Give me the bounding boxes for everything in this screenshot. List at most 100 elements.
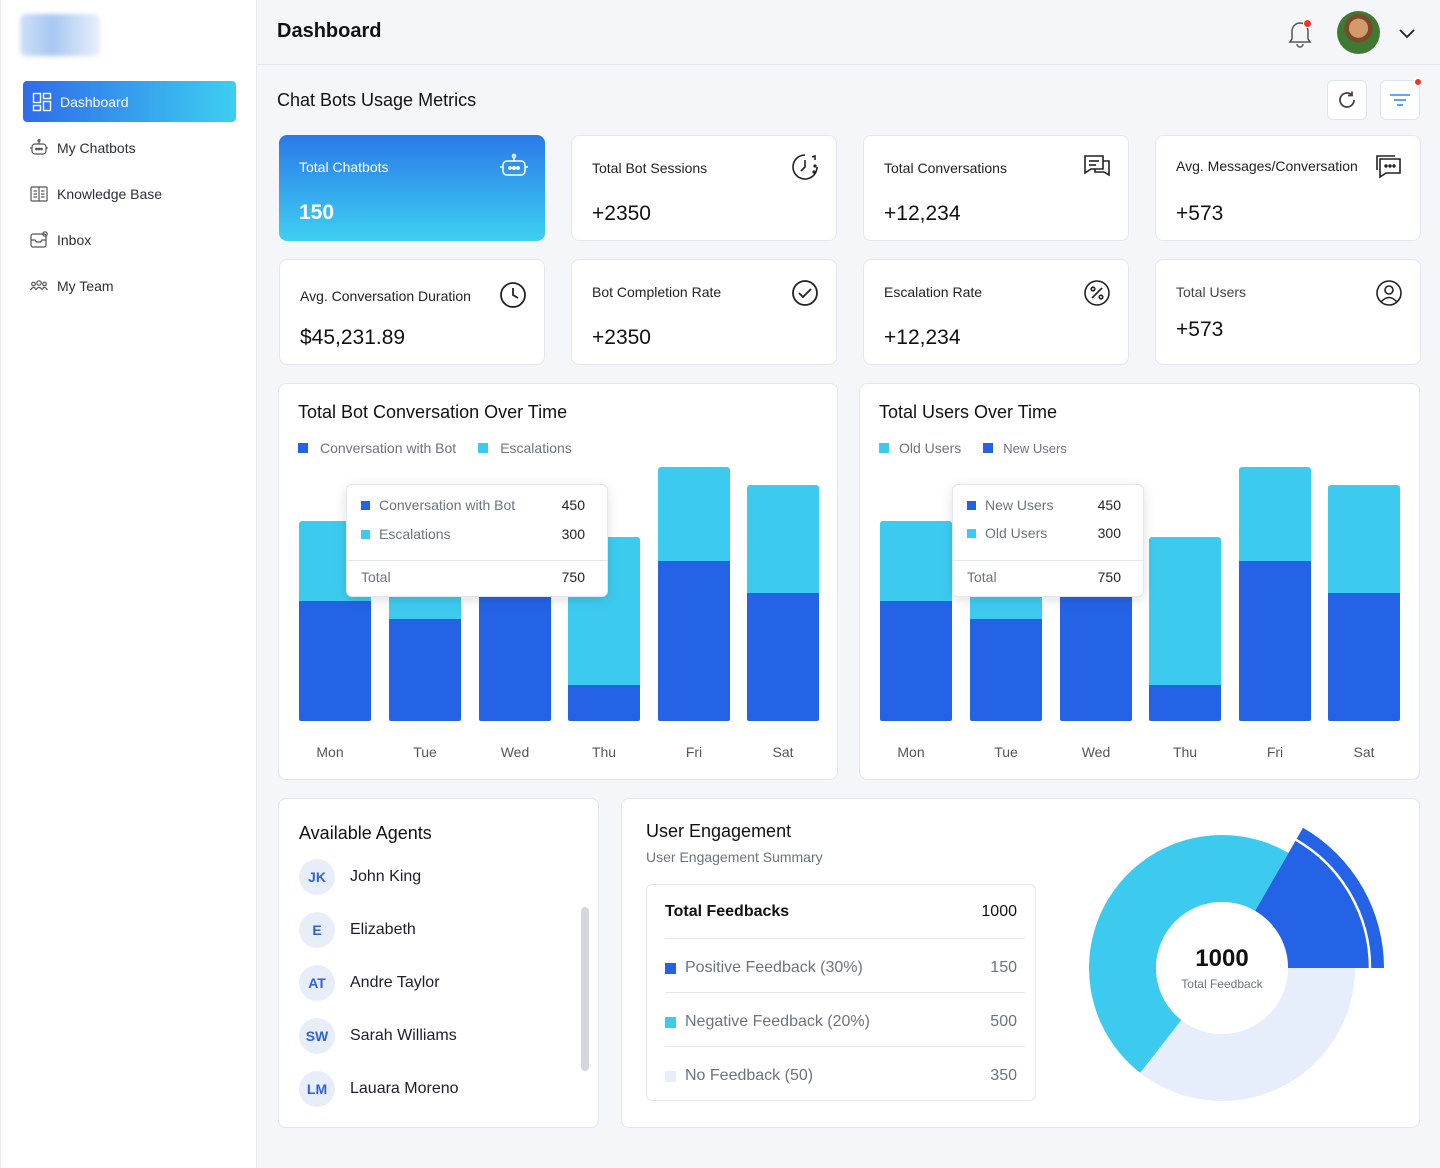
filter-button[interactable]	[1380, 77, 1423, 120]
x-tick-label: Sat	[1353, 744, 1375, 760]
bar-thu[interactable]	[1149, 537, 1221, 721]
bar-sat[interactable]	[747, 485, 819, 721]
x-tick-label: Thu	[1172, 744, 1198, 760]
book-icon	[29, 184, 49, 204]
user-engagement-card: User Engagement User Engagement Summary …	[621, 798, 1420, 1128]
bar-sat[interactable]	[1328, 485, 1400, 721]
agent-item[interactable]: LM Lauara Moreno	[299, 1071, 459, 1107]
sidebar-item-label: My Team	[57, 277, 114, 294]
robot-icon	[29, 138, 49, 158]
metric-card-avg-messages[interactable]: Avg. Messages/Conversation +573	[1155, 135, 1421, 241]
feedback-donut-chart	[1089, 827, 1384, 1101]
robot-icon	[500, 153, 528, 176]
metric-card-bot-completion-rate[interactable]: Bot Completion Rate +2350	[571, 259, 837, 365]
bar-segment-conversation-with-bot[interactable]	[299, 601, 371, 721]
legend-item[interactable]: Conversation with Bot	[298, 440, 456, 456]
metric-card-avg-conversation-duration[interactable]: Avg. Conversation Duration $45,231.89	[279, 259, 545, 365]
avatar[interactable]	[1337, 11, 1380, 54]
agent-name: Sarah Williams	[350, 1027, 457, 1044]
bar-segment-new-users[interactable]	[1239, 561, 1311, 721]
donut-slice-negative[interactable]	[1089, 835, 1289, 1073]
bar-segment-escalations[interactable]	[747, 485, 819, 593]
x-tick-label: Sat	[772, 744, 794, 760]
sidebar-item-dashboard[interactable]: Dashboard	[23, 81, 236, 122]
metric-value: +573	[1176, 202, 1224, 225]
sidebar-item-my-team[interactable]: My Team	[23, 265, 236, 306]
bar-fri[interactable]	[658, 467, 730, 721]
metric-card-total-users[interactable]: Total Users +573	[1155, 259, 1421, 365]
clock-refresh-icon	[792, 154, 818, 180]
x-tick-label: Mon	[897, 744, 925, 760]
tooltip-label: Escalations	[379, 526, 451, 542]
sidebar-item-label: Dashboard	[60, 93, 129, 110]
donut-center-value: 1000	[1195, 945, 1249, 972]
bar-segment-conversation-with-bot[interactable]	[568, 685, 640, 721]
x-tick-label: Fri	[1266, 744, 1284, 760]
agent-avatar: JK	[299, 859, 335, 895]
legend-item[interactable]: Escalations	[478, 440, 572, 456]
legend-item[interactable]: Old Users	[879, 440, 961, 456]
chevron-down-icon[interactable]	[1397, 24, 1417, 42]
agent-item[interactable]: E Elizabeth	[299, 912, 416, 948]
check-circle-icon	[792, 280, 818, 306]
legend-item[interactable]: New Users	[983, 440, 1067, 456]
donut-slice-no-feedback[interactable]	[1140, 968, 1355, 1101]
bar-segment-new-users[interactable]	[1060, 577, 1132, 721]
feedback-label: Negative Feedback (20%)	[685, 1013, 870, 1030]
bar-segment-conversation-with-bot[interactable]	[747, 593, 819, 721]
bar-segment-new-users[interactable]	[970, 619, 1042, 721]
legend-swatch	[298, 443, 308, 453]
page-title: Dashboard	[277, 20, 382, 42]
sidebar-item-knowledge-base[interactable]: Knowledge Base	[23, 173, 236, 214]
sidebar-item-label: Knowledge Base	[57, 185, 163, 202]
notification-button[interactable]	[1285, 17, 1315, 49]
feedback-row: Negative Feedback (20%) 500	[665, 1013, 1025, 1031]
metric-card-escalation-rate[interactable]: Escalation Rate +12,234	[863, 259, 1129, 365]
user-circle-icon	[1376, 280, 1402, 306]
metric-value: +2350	[592, 202, 651, 225]
bar-segment-new-users[interactable]	[1328, 593, 1400, 721]
tooltip-swatch	[361, 529, 370, 539]
feedback-value: 350	[990, 1067, 1017, 1084]
sidebar-item-my-chatbots[interactable]: My Chatbots	[23, 127, 236, 168]
tooltip-row: Conversation with Bot 450	[361, 497, 585, 513]
tooltip-label: New Users	[985, 497, 1054, 513]
bar-segment-old-users[interactable]	[880, 521, 952, 601]
agent-item[interactable]: JK John King	[299, 859, 421, 895]
metric-card-total-bot-sessions[interactable]: Total Bot Sessions +2350	[571, 135, 837, 241]
bar-segment-conversation-with-bot[interactable]	[479, 577, 551, 721]
divider	[665, 938, 1025, 939]
sidebar: Dashboard My Chatbots Knowledge Base Inb…	[0, 0, 257, 1168]
donut-slice-positive[interactable]	[1255, 827, 1384, 968]
metric-card-total-conversations[interactable]: Total Conversations +12,234	[863, 135, 1129, 241]
agent-item[interactable]: SW Sarah Williams	[299, 1018, 457, 1054]
agent-item[interactable]: AT Andre Taylor	[299, 965, 440, 1001]
bar-segment-old-users[interactable]	[1149, 537, 1221, 685]
tooltip-row: Escalations 300	[361, 526, 585, 542]
chart-bot-conversation: Total Bot Conversation Over Time Convers…	[278, 383, 838, 780]
bar-fri[interactable]	[1239, 467, 1311, 721]
metric-card-total-chatbots[interactable]: Total Chatbots 150	[279, 135, 545, 241]
bar-segment-old-users[interactable]	[1239, 467, 1311, 561]
bar-segment-new-users[interactable]	[1149, 685, 1221, 721]
feedback-total-label: Total Feedbacks	[665, 903, 790, 920]
bar-segment-conversation-with-bot[interactable]	[658, 561, 730, 721]
refresh-button[interactable]	[1327, 80, 1367, 120]
agent-name: John King	[350, 868, 422, 885]
scrollbar[interactable]	[581, 907, 589, 1071]
bar-segment-escalations[interactable]	[658, 467, 730, 561]
message-icon	[1376, 155, 1401, 179]
chart-legend: Conversation with Bot Escalations	[298, 440, 594, 456]
sidebar-item-inbox[interactable]: Inbox	[23, 219, 236, 260]
tooltip-row: Old Users 300	[967, 525, 1121, 541]
logo[interactable]	[20, 14, 100, 56]
feedback-swatch	[665, 1016, 676, 1028]
bar-mon[interactable]	[880, 521, 952, 721]
bar-segment-old-users[interactable]	[1328, 485, 1400, 593]
bar-segment-new-users[interactable]	[880, 601, 952, 721]
x-tick-label: Thu	[591, 744, 617, 760]
donut-center-label: Total Feedback	[1181, 977, 1263, 991]
x-tick-label: Mon	[316, 744, 344, 760]
bar-segment-conversation-with-bot[interactable]	[389, 619, 461, 721]
x-tick-label: Wed	[500, 744, 530, 760]
